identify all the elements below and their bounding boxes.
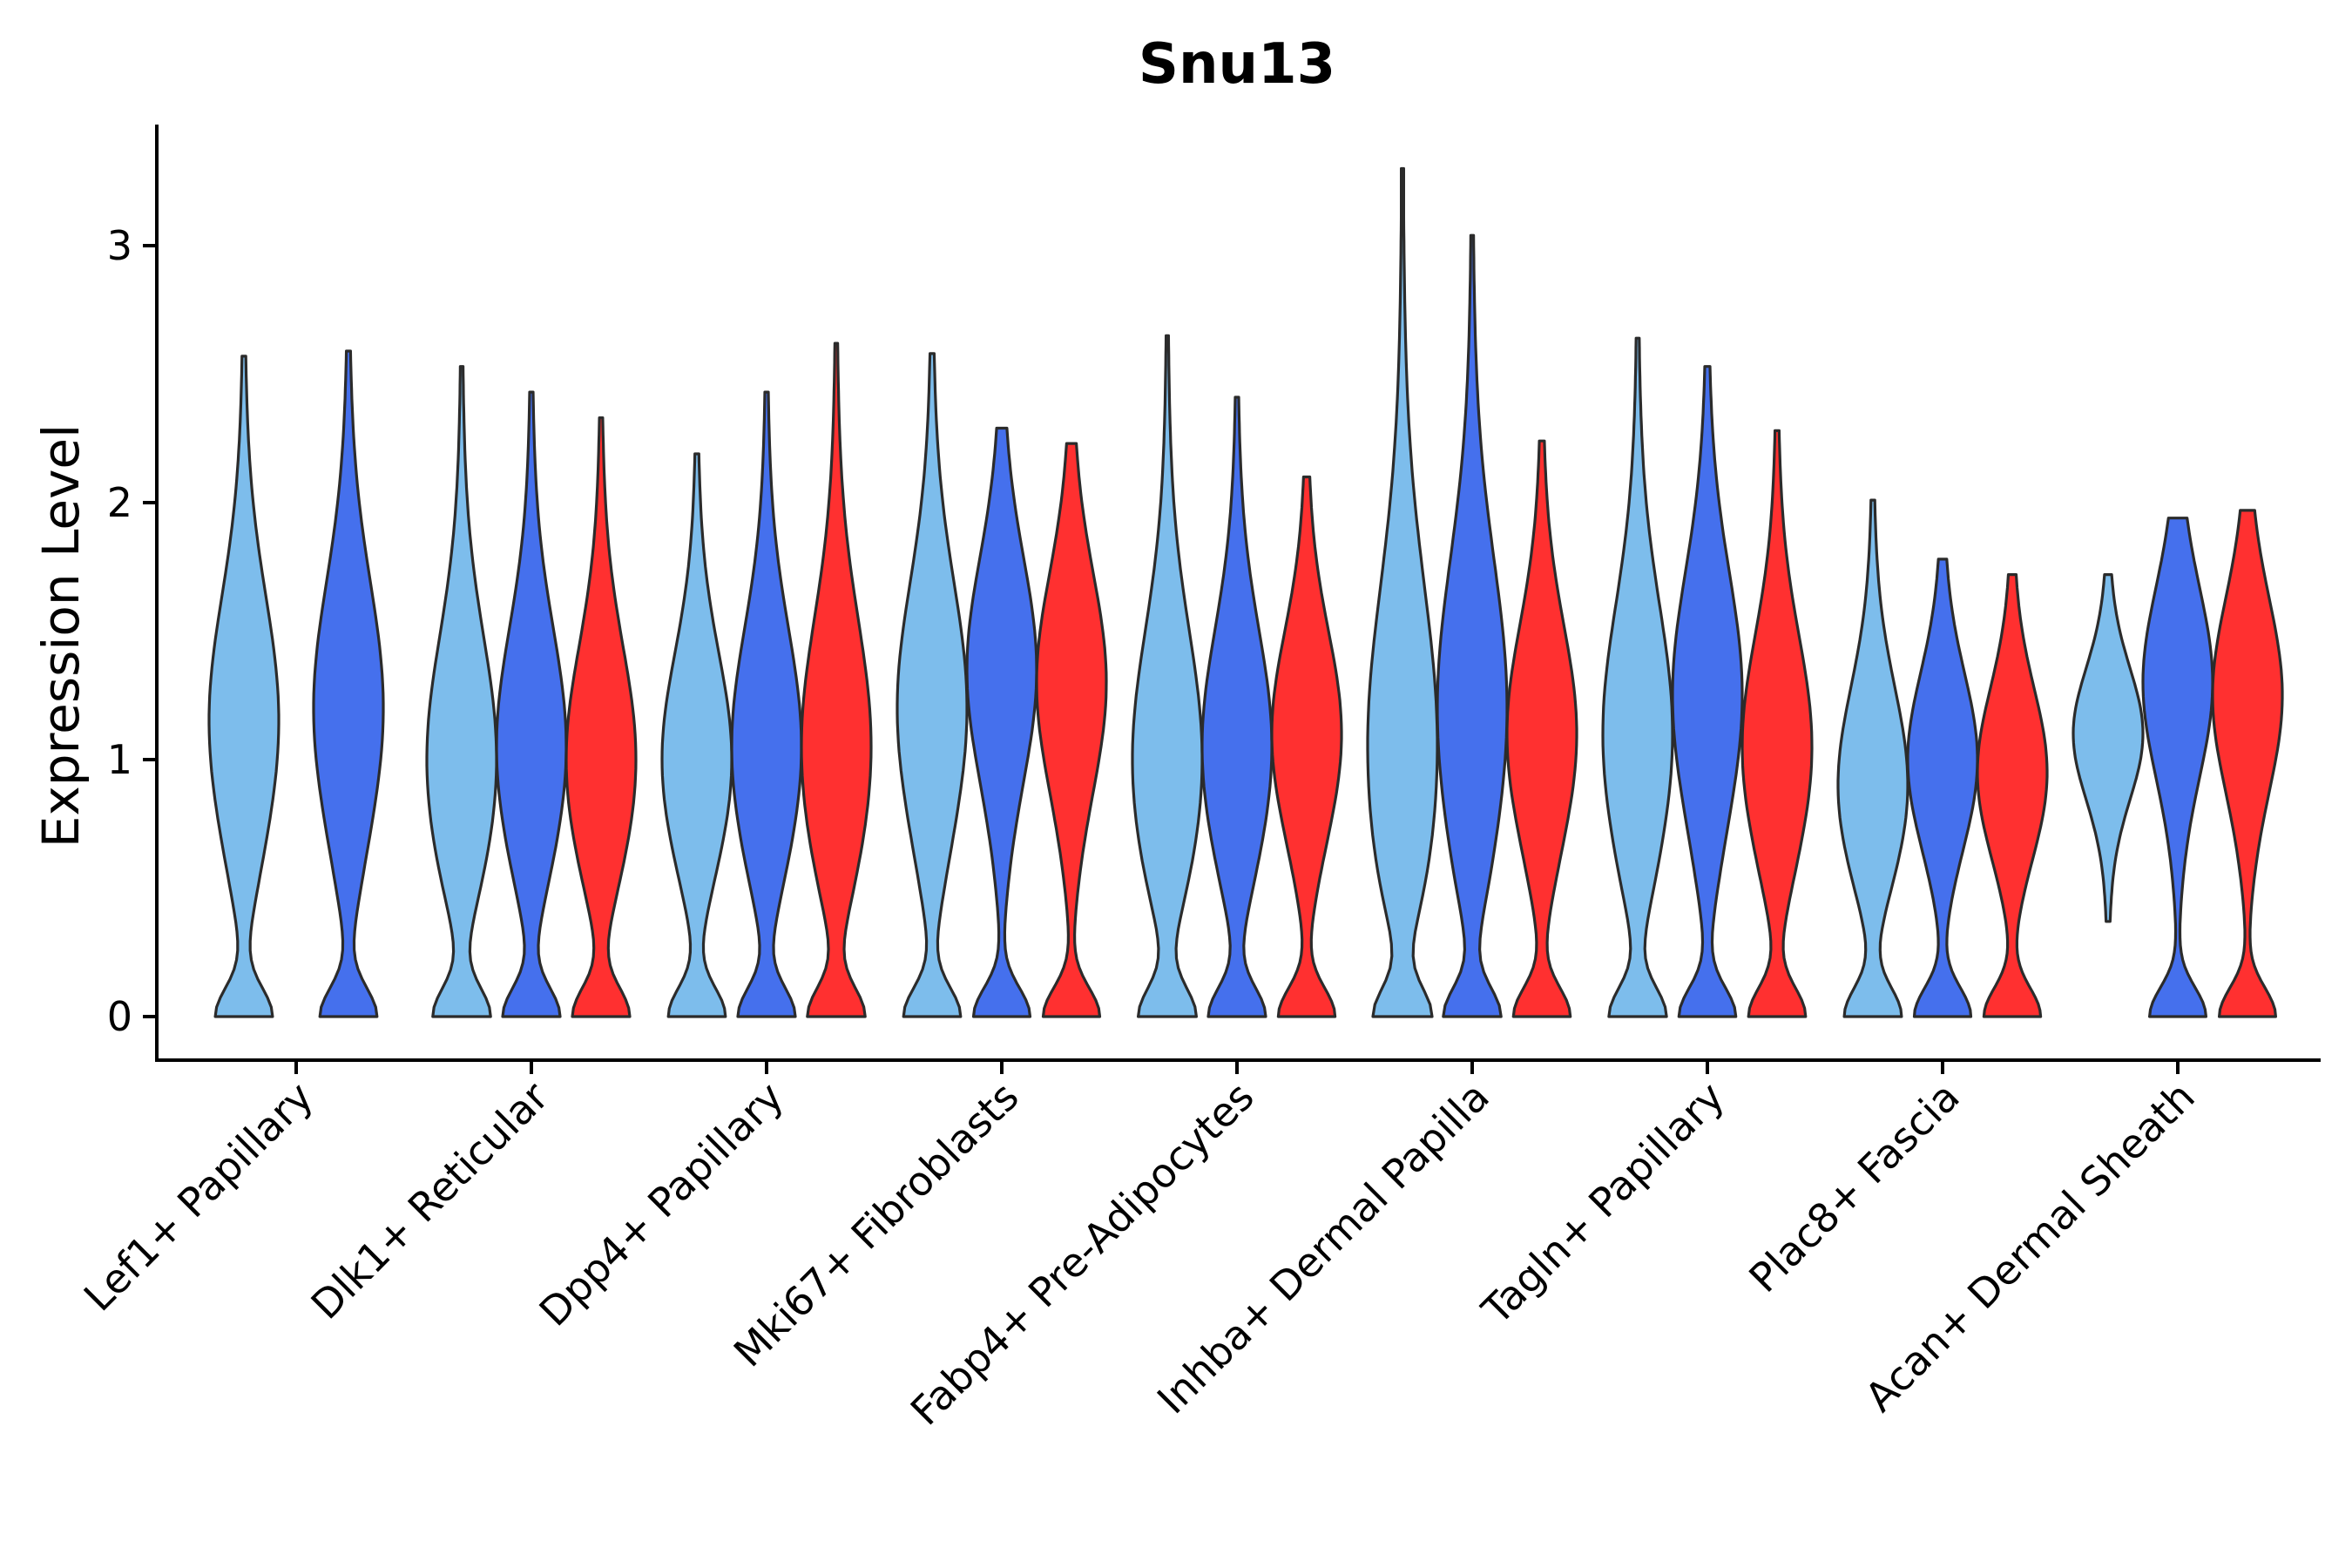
violin-3	[1270, 475, 1343, 1018]
violin-2	[2141, 517, 2214, 1018]
y-tick-label: 3	[107, 222, 132, 269]
y-tick-label: 1	[107, 736, 132, 783]
violin-2	[1436, 233, 1509, 1018]
violin-1	[2072, 573, 2145, 923]
chart-title: Snu13	[1139, 32, 1335, 97]
x-tick-label: Plac8+ Fascia	[1740, 1073, 1968, 1301]
x-tick-label: Dlk1+ Reticular	[302, 1073, 558, 1328]
x-tick-label: Dpp4+ Papillary	[531, 1073, 793, 1335]
violin-1	[1601, 336, 1674, 1018]
y-axis-label: Expression Level	[31, 424, 91, 848]
violin-3	[800, 341, 873, 1018]
violin-2	[1200, 395, 1274, 1018]
violin-2	[312, 349, 385, 1018]
violin-2	[965, 426, 1038, 1018]
violin-1	[1836, 498, 1909, 1018]
x-tick-label: Tagln+ Papillary	[1472, 1073, 1734, 1335]
violin-group	[207, 166, 2284, 1018]
y-tick-label: 0	[107, 993, 132, 1040]
x-tick-label: Lef1+ Papillary	[75, 1073, 322, 1321]
violin-1	[1131, 334, 1204, 1018]
violin-3	[1035, 442, 1108, 1018]
violin-2	[1906, 558, 1979, 1018]
violin-3	[1505, 439, 1578, 1018]
y-ticks: 0 1 2 3	[107, 222, 157, 1040]
violin-3	[564, 416, 638, 1018]
y-tick-label: 2	[107, 479, 132, 526]
violin-1	[207, 355, 280, 1018]
violin-1	[425, 365, 498, 1018]
violin-1	[1366, 166, 1439, 1018]
violin-2	[495, 390, 568, 1018]
violin-3	[2211, 509, 2284, 1018]
violin-1	[660, 452, 733, 1018]
violin-2	[730, 390, 803, 1018]
violin-3	[1740, 429, 1814, 1018]
violin-1	[896, 352, 969, 1018]
violin-2	[1671, 365, 1744, 1018]
violin-3	[1976, 573, 2049, 1018]
